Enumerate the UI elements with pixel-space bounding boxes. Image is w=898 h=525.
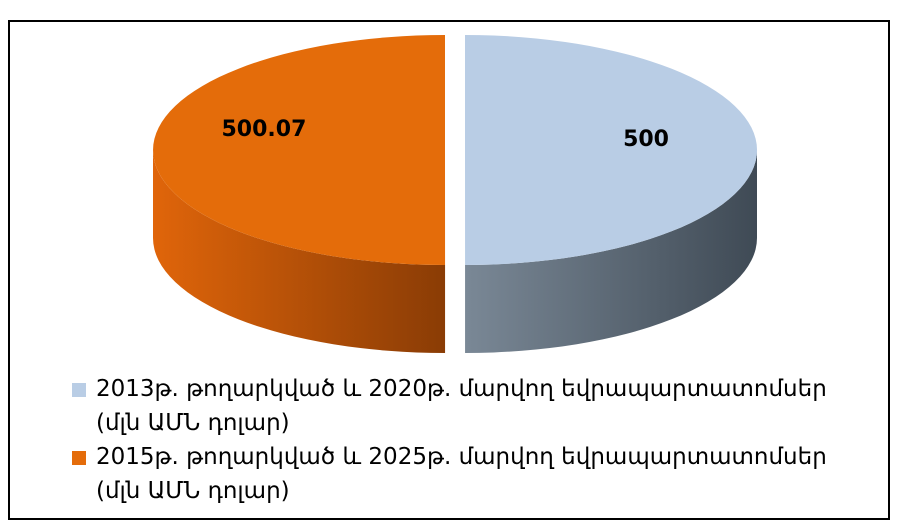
legend: 2013թ. թողարկված և 2020թ. մարվող եվրապար… xyxy=(70,372,870,508)
legend-swatch xyxy=(72,451,86,465)
legend-label: 2013թ. թողարկված և 2020թ. մարվող եվրապար… xyxy=(96,376,827,436)
slice-side xyxy=(153,150,446,354)
legend-label: 2015թ. թողարկված և 2025թ. մարվող եվրապար… xyxy=(96,444,827,504)
data-label: 500 xyxy=(623,127,669,152)
slice xyxy=(465,34,758,265)
data-label: 500.07 xyxy=(222,117,307,142)
legend-swatch xyxy=(72,383,86,397)
legend-entry: 2013թ. թողարկված և 2020թ. մարվող եվրապար… xyxy=(70,372,870,440)
slice xyxy=(153,35,446,266)
slice-side xyxy=(465,149,757,353)
legend-entry: 2015թ. թողարկված և 2025թ. մարվող եվրապար… xyxy=(70,440,870,508)
chart-border xyxy=(8,20,890,520)
